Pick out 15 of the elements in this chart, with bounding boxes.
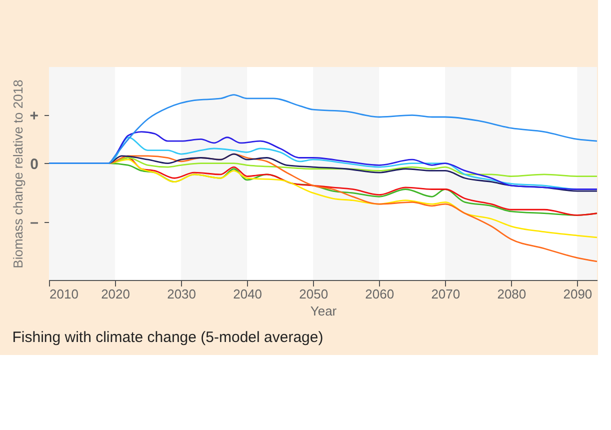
- text: +: [30, 108, 39, 125]
- x-tick-label: 2070: [431, 286, 460, 302]
- x-tick-label: 2080: [497, 286, 526, 302]
- x-tick-label: 2050: [299, 286, 328, 302]
- x-axis-title: Year: [310, 304, 338, 318]
- x-tick-label: 2030: [167, 286, 196, 302]
- x-tick-label: 2020: [101, 286, 130, 302]
- x-tick-label: 2090: [563, 286, 592, 302]
- x-tick-label: 2060: [365, 286, 394, 302]
- x-tick-label: 2010: [50, 286, 78, 302]
- y-axis-title: Biomass change relative to 2018: [10, 80, 26, 268]
- x-tick-label: 2040: [233, 286, 262, 302]
- text: –: [30, 214, 38, 232]
- text: Fishing with climate change (5-model average): [12, 329, 324, 346]
- text: 0: [30, 156, 38, 173]
